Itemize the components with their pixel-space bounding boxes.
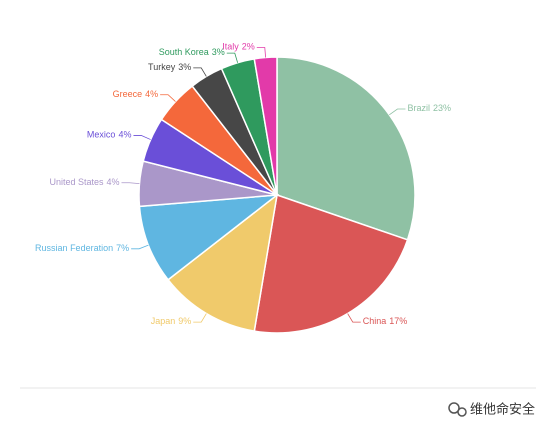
slice-label-value: 2% xyxy=(242,42,255,52)
slice-label: South Korea 3% xyxy=(159,48,225,58)
slice-label: Italy 2% xyxy=(222,42,255,52)
leader-line xyxy=(193,313,207,323)
slice-label-name: United States xyxy=(49,177,104,187)
slice-label-value: 3% xyxy=(178,62,191,72)
slice-label-name: Japan xyxy=(151,317,176,327)
slice-label-value: 4% xyxy=(145,89,158,99)
leader-line xyxy=(121,182,140,185)
slice-label-name: Greece xyxy=(113,89,143,99)
slice-label-value: 4% xyxy=(106,177,119,187)
slice-label: Brazil 23% xyxy=(407,103,451,113)
slice-label-name: Turkey xyxy=(148,62,176,72)
slice-label: Turkey 3% xyxy=(148,62,191,72)
leader-line xyxy=(389,108,406,116)
pie-slice xyxy=(276,56,416,241)
leader-line xyxy=(347,313,361,323)
pie-slice xyxy=(138,194,280,281)
slice-label: China 17% xyxy=(363,317,408,327)
watermark-icon xyxy=(448,402,467,417)
slice-label-value: 4% xyxy=(118,130,131,140)
slice-label-value: 3% xyxy=(212,48,225,58)
slice-label-value: 23% xyxy=(433,103,451,113)
leader-line xyxy=(193,67,207,77)
slice-label-value: 7% xyxy=(116,243,129,253)
leader-line xyxy=(133,135,151,140)
slice-label-name: South Korea xyxy=(159,48,209,58)
slice-label-name: Italy xyxy=(222,42,239,52)
watermark: 维他命安全 xyxy=(470,402,535,418)
slice-label: Japan 9% xyxy=(151,317,192,327)
slice-label-value: 9% xyxy=(178,317,191,327)
leader-line xyxy=(256,47,267,58)
slice-label: Russian Federation 7% xyxy=(35,243,129,253)
slice-label: United States 4% xyxy=(49,177,119,187)
slice-label-name: Brazil xyxy=(407,103,430,113)
slice-label-name: Russian Federation xyxy=(35,243,113,253)
leader-line xyxy=(226,52,239,63)
slice-label-name: China xyxy=(363,317,387,327)
leader-line xyxy=(131,244,149,250)
slice-label-name: Mexico xyxy=(87,130,116,140)
slice-label: Greece 4% xyxy=(113,89,159,99)
leader-line xyxy=(160,94,176,102)
slice-label-value: 17% xyxy=(389,317,407,327)
slice-label: Mexico 4% xyxy=(87,130,132,140)
pie-slice xyxy=(167,193,279,332)
